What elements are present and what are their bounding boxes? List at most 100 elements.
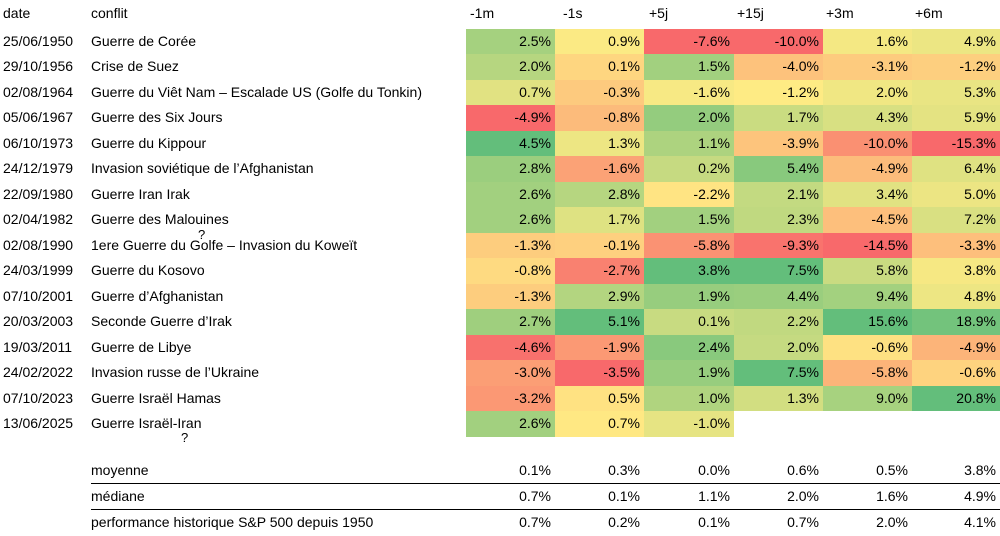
row-date: 22/09/1980 <box>3 185 74 202</box>
summary-value: 0.7% <box>519 488 551 504</box>
value-cell: -14.5% <box>823 232 912 258</box>
row-date: 24/03/1999 <box>3 262 74 278</box>
value-cell: 3.4% <box>823 181 912 207</box>
summary-value: 3.8% <box>964 462 996 478</box>
row-conflict: Crise de Suez <box>91 58 179 74</box>
header-col-3m: +3m <box>826 5 854 21</box>
row-date: 02/04/1982 <box>3 211 74 227</box>
value-cell: 4.5% <box>466 130 555 156</box>
value-cell: 9.4% <box>823 283 912 309</box>
value-cell: -10.0% <box>823 130 912 156</box>
header-col-6m: +6m <box>915 5 943 21</box>
value-cell: -4.0% <box>734 54 823 80</box>
value-cell: 5.0% <box>912 181 1000 207</box>
row-conflict: 1ere Guerre du Golfe – Invasion du Koweï… <box>91 236 358 253</box>
value-cell: -0.8% <box>466 258 555 284</box>
value-cell: 0.7% <box>555 411 644 437</box>
stray-question-mark: ? <box>181 430 189 445</box>
value-cell: 5.8% <box>823 258 912 284</box>
value-cell: 2.0% <box>734 334 823 360</box>
summary-row: médiane 0.7% 0.1% 1.1% 2.0% 1.6% 4.9% <box>0 484 1000 510</box>
row-conflict: Guerre Israël Hamas <box>91 389 221 406</box>
row-conflict: Guerre des Six Jours <box>91 109 223 125</box>
value-cell: -1.3% <box>466 283 555 309</box>
summary-value: 1.1% <box>698 488 730 504</box>
value-cell: 1.7% <box>555 207 644 233</box>
value-cell: 2.3% <box>734 207 823 233</box>
value-cell: -1.2% <box>734 79 823 105</box>
value-cell: 2.1% <box>734 181 823 207</box>
value-cell: 4.9% <box>912 28 1000 54</box>
summary-value: 0.6% <box>787 462 819 478</box>
value-cell: -2.2% <box>644 181 734 207</box>
summary-value: 0.7% <box>787 514 819 530</box>
value-cell: 1.9% <box>644 360 734 386</box>
value-cell: 15.6% <box>823 309 912 335</box>
value-cell: 6.4% <box>912 156 1000 182</box>
value-cell: 2.6% <box>466 181 555 207</box>
value-cell: 5.4% <box>734 156 823 182</box>
row-conflict: Seconde Guerre d’Irak <box>91 313 232 329</box>
row-conflict: Guerre du Kosovo <box>91 262 205 278</box>
value-cell: 2.6% <box>466 411 555 437</box>
value-cell: 2.2% <box>734 309 823 335</box>
table-row: 22/09/1980 Guerre Iran Irak 2.6% 2.8% -2.2% 2… <box>0 181 1000 207</box>
value-cell: -4.6% <box>466 334 555 360</box>
value-cell: 4.8% <box>912 283 1000 309</box>
value-cell: 20.8% <box>912 385 1000 411</box>
row-conflict: Guerre du Kippour <box>91 134 207 151</box>
summary-value: 0.1% <box>608 488 640 504</box>
table-row: 25/06/1950 Guerre de Corée 2.5% 0.9% -7.6% -1… <box>0 28 1000 54</box>
value-cell: 3.8% <box>912 258 1000 284</box>
value-cell: -4.9% <box>912 334 1000 360</box>
summary-value: 2.0% <box>787 488 819 504</box>
value-cell: -15.3% <box>912 130 1000 156</box>
row-date: 07/10/2023 <box>3 389 74 406</box>
value-cell: 1.5% <box>644 207 734 233</box>
row-conflict: Guerre du Viêt Nam – Escalade US (Golfe … <box>91 83 422 100</box>
header-col-1m: -1m <box>470 5 495 21</box>
row-conflict: Guerre Israël-Iran <box>91 415 202 431</box>
value-cell: 1.5% <box>644 54 734 80</box>
table-row: 19/03/2011 Guerre de Libye -4.6% -1.9% 2.4% 2… <box>0 334 1000 360</box>
header-col-5j: +5j <box>649 5 669 21</box>
table-row: 13/06/2025 Guerre Israël-Iran 2.6% 0.7% -1.0… <box>0 411 1000 437</box>
summary-label: moyenne <box>91 462 149 478</box>
value-cell: 1.9% <box>644 283 734 309</box>
header-col-15j: +15j <box>737 5 764 21</box>
value-cell: -4.9% <box>466 105 555 131</box>
summary-label: performance historique S&P 500 depuis 19… <box>91 514 374 530</box>
summary-value: 0.7% <box>519 514 551 530</box>
table-row: 20/03/2003 Seconde Guerre d’Irak 2.7% 5.1% 0… <box>0 309 1000 335</box>
value-cell: 2.7% <box>466 309 555 335</box>
value-cell: 2.0% <box>644 105 734 131</box>
table-row: 02/08/1990 1ere Guerre du Golfe – Invasio… <box>0 232 1000 258</box>
value-cell: -1.9% <box>555 334 644 360</box>
value-cell: 7.5% <box>734 258 823 284</box>
value-cell: 1.1% <box>644 130 734 156</box>
value-cell: 2.4% <box>644 334 734 360</box>
row-date: 25/06/1950 <box>3 32 74 49</box>
table-row: 02/08/1964 Guerre du Viêt Nam – Escalade … <box>0 79 1000 105</box>
value-cell: 0.1% <box>644 309 734 335</box>
row-date: 13/06/2025 <box>3 415 74 431</box>
value-cell: 2.6% <box>466 207 555 233</box>
header-date: date <box>3 5 31 21</box>
row-conflict: Invasion soviétique de l’Afghanistan <box>91 160 314 176</box>
table-row: 24/12/1979 Invasion soviétique de l’Afgha… <box>0 156 1000 182</box>
value-cell: -0.6% <box>823 334 912 360</box>
value-cell: 7.5% <box>734 360 823 386</box>
summary-divider <box>91 483 1000 484</box>
value-cell: 1.3% <box>734 385 823 411</box>
value-cell: -3.1% <box>823 54 912 80</box>
value-cell: -1.2% <box>912 54 1000 80</box>
table-row: 02/04/1982 Guerre des Malouines 2.6% 1.7% 1.… <box>0 207 1000 233</box>
table-row: 07/10/2023 Guerre Israël Hamas -3.2% 0.5% 1.… <box>0 385 1000 411</box>
stray-question-mark: ? <box>198 227 206 242</box>
value-cell: 0.2% <box>644 156 734 182</box>
value-cell: -1.6% <box>555 156 644 182</box>
table-row: 07/10/2001 Guerre d’Afghanistan -1.3% 2.9% 1… <box>0 283 1000 309</box>
value-cell: -3.0% <box>466 360 555 386</box>
header-conflict: conflit <box>91 5 128 21</box>
summary-value: 0.1% <box>519 462 551 478</box>
